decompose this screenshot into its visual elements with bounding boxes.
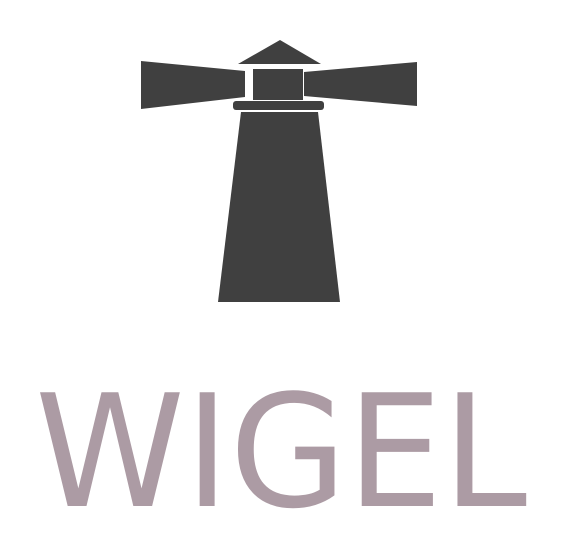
lighthouse-icon <box>141 40 417 302</box>
wordmark: WIGEL <box>35 361 527 543</box>
lighthouse-tower <box>218 112 340 302</box>
lighthouse-roof <box>238 40 321 64</box>
light-beam-left <box>141 61 245 109</box>
lighthouse-gallery <box>233 101 324 110</box>
light-beam-right <box>304 62 417 106</box>
lighthouse-icon-shapes <box>141 40 417 302</box>
lighthouse-lantern <box>253 69 303 100</box>
brand-name: WIGEL <box>35 361 527 543</box>
